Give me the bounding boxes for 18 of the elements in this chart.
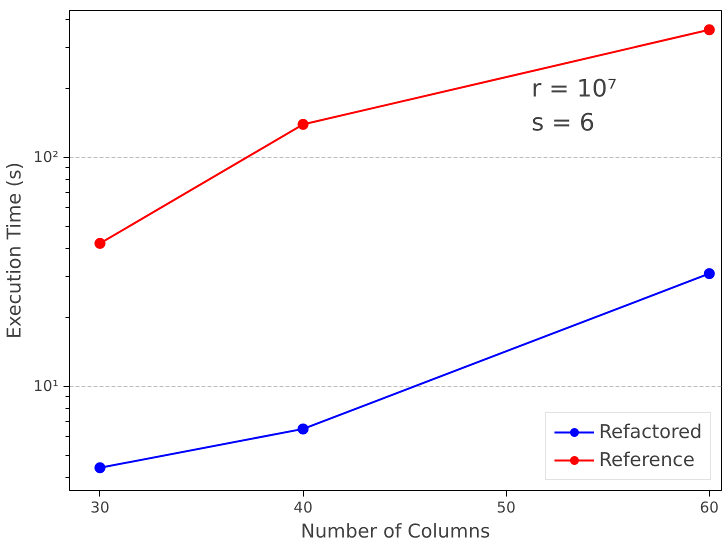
point bbox=[94, 238, 106, 249]
point bbox=[298, 118, 309, 130]
x-tick-label: 40 bbox=[294, 498, 313, 516]
annotation: s = 6 bbox=[532, 108, 595, 136]
point bbox=[298, 423, 309, 434]
y-axis-title: Execution Time (s) bbox=[3, 162, 26, 339]
y-tick-label: 10¹ bbox=[33, 377, 59, 396]
x-tick-label: 60 bbox=[700, 498, 719, 516]
annotation: r = 10⁷ bbox=[532, 74, 617, 102]
y-tick-label: 10² bbox=[33, 148, 59, 166]
point bbox=[94, 462, 106, 474]
x-tick-label: 30 bbox=[90, 498, 110, 516]
legend-label: Refactored bbox=[598, 421, 702, 443]
point bbox=[704, 24, 715, 36]
legend-label: Reference bbox=[598, 449, 695, 471]
x-axis-title: Number of Columns bbox=[300, 520, 490, 542]
point bbox=[704, 268, 715, 280]
x-tick-label: 50 bbox=[496, 498, 516, 516]
